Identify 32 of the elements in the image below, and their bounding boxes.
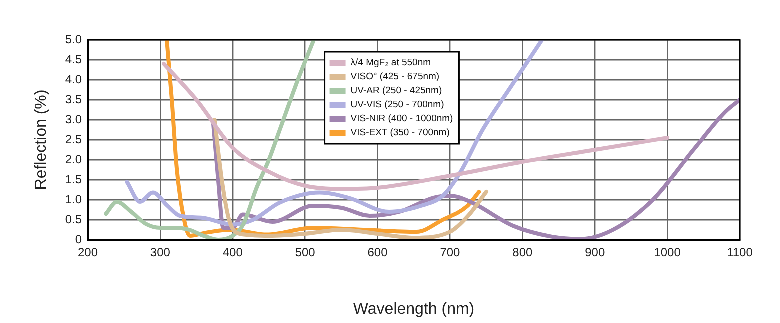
x-tick-label: 1000 (654, 246, 682, 260)
x-tick-label: 700 (440, 246, 461, 260)
y-tick-label: 3.5 (65, 92, 82, 106)
legend-label: UV-AR (250 - 425nm) (350, 86, 442, 97)
y-tick-label: 0.5 (65, 212, 82, 226)
y-axis-title: Reflection (%) (33, 90, 50, 190)
x-tick-label: 900 (585, 246, 606, 260)
line-series (125, 40, 544, 227)
y-tick-label: 5.0 (65, 32, 82, 46)
legend-label: VIS-NIR (400 - 1000nm) (350, 114, 454, 125)
legend-label: λ/4 MgF₂ at 550nm (350, 58, 432, 69)
x-tick-label: 300 (150, 246, 171, 260)
x-tick-label: 500 (295, 246, 316, 260)
legend-label: VIS-EXT (350 - 700nm) (350, 128, 450, 139)
y-tick-label: 2.5 (65, 132, 82, 146)
line-series (211, 98, 740, 240)
y-tick-label: 1.0 (65, 192, 82, 206)
x-tick-label: 800 (512, 246, 533, 260)
y-tick-label: 3.0 (65, 112, 82, 126)
x-tick-label: 1100 (727, 246, 754, 260)
y-tick-label: 4.5 (65, 52, 82, 66)
x-axis-title: Wavelength (nm) (353, 300, 475, 318)
y-tick-label: 0 (75, 232, 82, 246)
x-tick-label: 200 (78, 246, 98, 260)
legend-label: UV-VIS (250 - 700nm) (350, 100, 444, 111)
legend-label: VISO° (425 - 675nm) (350, 72, 440, 83)
y-tick-label: 4.0 (65, 72, 82, 86)
y-tick-label: 1.5 (65, 172, 82, 186)
y-tick-label: 2.0 (65, 152, 82, 166)
line-series (104, 40, 316, 240)
x-tick-label: 600 (368, 246, 388, 260)
x-tick-label: 400 (222, 246, 244, 260)
